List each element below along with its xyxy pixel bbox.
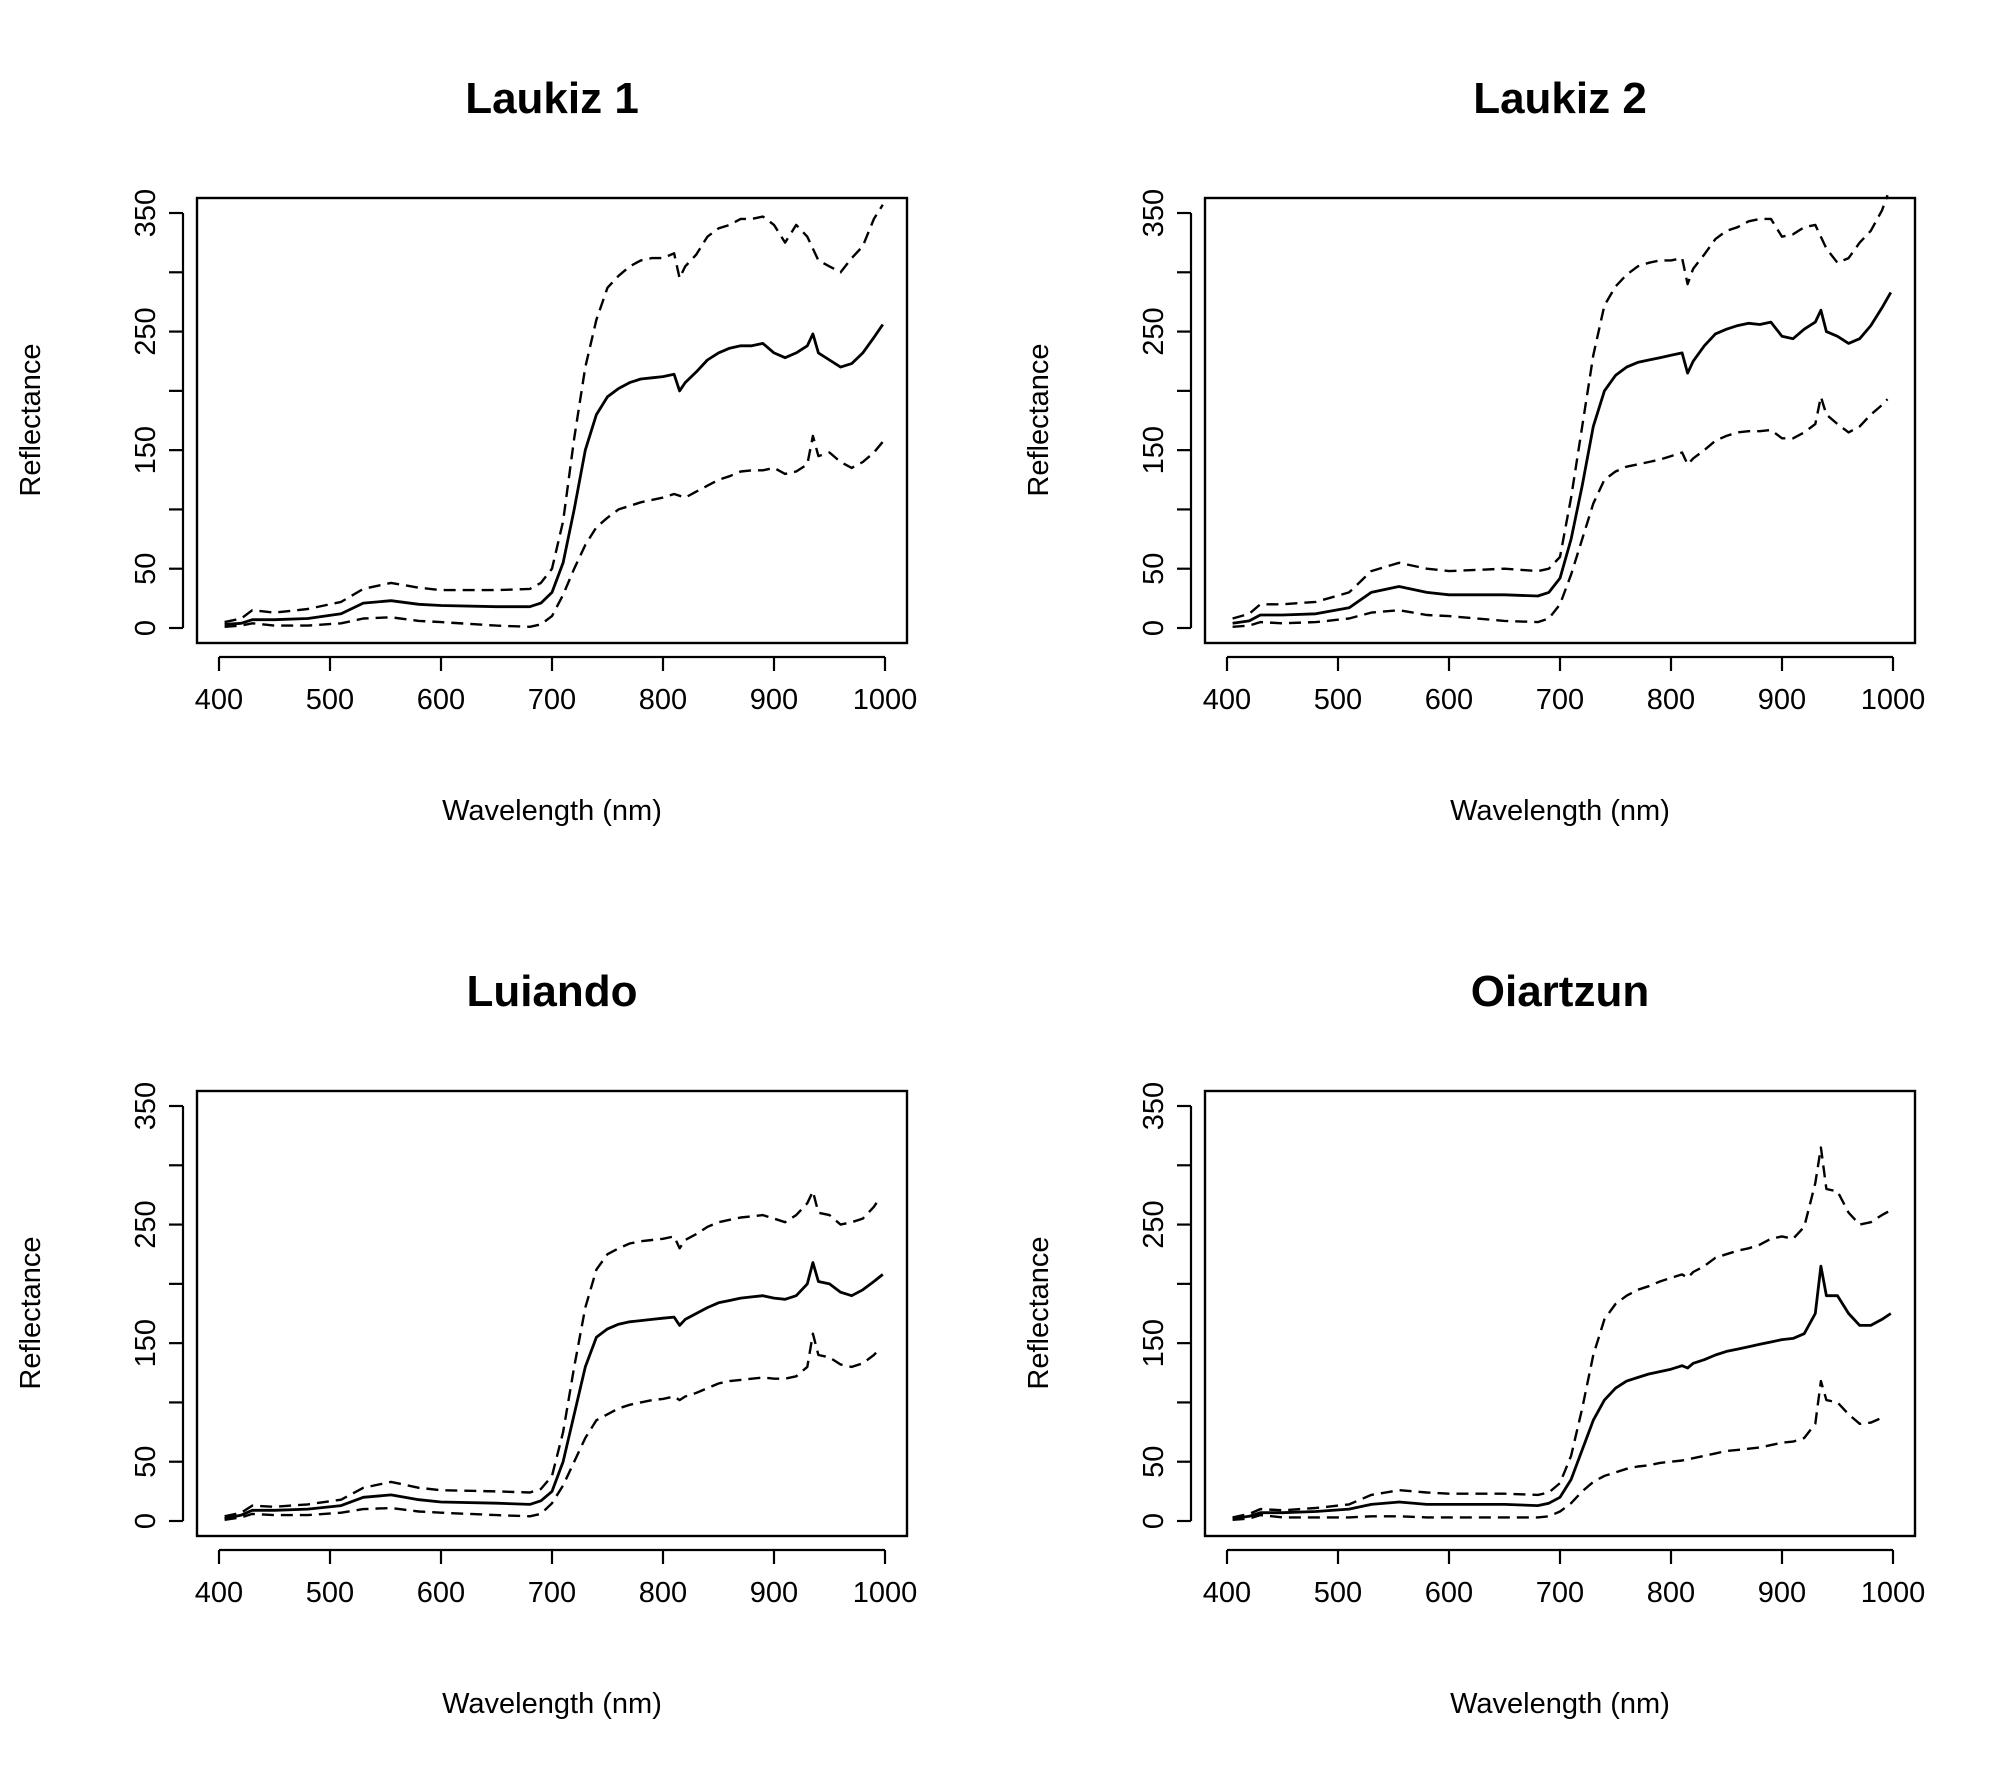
plot-frame [195, 1089, 909, 1538]
plot-area: 400 500 600 700 800 900 1000 0 50 150 250 350 [130, 1082, 917, 1609]
x-tick-label: 600 [1425, 684, 1473, 716]
y-tick-label: 0 [130, 1513, 162, 1529]
x-tick-label: 600 [417, 1577, 465, 1609]
x-tick-label: 900 [1758, 1577, 1806, 1609]
x-tick-label: 400 [195, 684, 243, 716]
x-tick-label: 900 [1758, 684, 1806, 716]
plot-frame [1203, 196, 1917, 645]
plot-area: 400 500 600 700 800 900 1000 0 50 150 250 350 [1138, 1082, 1925, 1609]
y-tick-label: 50 [1138, 553, 1170, 585]
x-tick-label: 500 [306, 684, 354, 716]
x-tick-label: 400 [195, 1577, 243, 1609]
chart-title: Laukiz 1 [465, 74, 639, 123]
y-tick-label: 50 [130, 553, 162, 585]
y-tick-label: 150 [130, 1319, 162, 1367]
x-tick-label: 600 [1425, 1577, 1473, 1609]
y-axis-label: Reflectance [15, 1236, 47, 1389]
plot-area: 400 500 600 700 800 900 1000 0 50 150 250 350 [130, 189, 917, 716]
y-axis-label: Reflectance [15, 343, 47, 496]
x-tick-label: 400 [1203, 1577, 1251, 1609]
x-tick-label: 500 [1314, 1577, 1362, 1609]
series-line-dashed [224, 1190, 881, 1518]
y-tick-label: 150 [1138, 1319, 1170, 1367]
y-tick-label: 150 [1138, 426, 1170, 474]
y-tick-label: 350 [1138, 189, 1170, 237]
plot-area: 400 500 600 700 800 900 1000 0 50 150 250 350 [1138, 189, 1925, 716]
panel-laukiz-1: Laukiz 1 400 500 600 700 800 900 1000 0 50 150 250… [15, 74, 917, 827]
x-tick-label: 600 [417, 684, 465, 716]
x-tick-label: 400 [1203, 684, 1251, 716]
series-line-dashed [224, 434, 884, 628]
panel-luiando: Luiando 400 500 600 700 800 900 1000 0 50 150 250 3… [15, 967, 917, 1720]
x-tick-label: 1000 [1861, 1577, 1926, 1609]
x-axis-label: Wavelength (nm) [442, 795, 662, 827]
series-line-solid [224, 1261, 884, 1520]
series-line-dashed [1232, 395, 1889, 628]
y-tick-label: 50 [1138, 1446, 1170, 1478]
y-tick-label: 0 [130, 620, 162, 636]
series-line-dashed [1232, 194, 1889, 620]
y-tick-label: 0 [1138, 620, 1170, 636]
x-tick-label: 700 [1536, 684, 1584, 716]
y-axis-label: Reflectance [1023, 343, 1055, 496]
chart-title: Laukiz 2 [1473, 74, 1647, 123]
y-tick-label: 250 [1138, 307, 1170, 355]
y-tick-label: 350 [130, 189, 162, 237]
x-tick-label: 1000 [853, 684, 918, 716]
y-tick-label: 250 [130, 1200, 162, 1248]
series-line-solid [1232, 291, 1893, 625]
series-line-dashed [1232, 1379, 1883, 1521]
series-line-dashed [224, 204, 884, 624]
x-tick-label: 700 [528, 1577, 576, 1609]
x-tick-label: 500 [1314, 684, 1362, 716]
series-line-dashed [224, 1332, 881, 1521]
x-tick-label: 800 [639, 684, 687, 716]
y-tick-label: 250 [130, 307, 162, 355]
x-tick-label: 900 [750, 684, 798, 716]
x-tick-label: 800 [1647, 1577, 1695, 1609]
x-tick-label: 700 [528, 684, 576, 716]
y-axis-label: Reflectance [1023, 1236, 1055, 1389]
x-tick-label: 1000 [853, 1577, 918, 1609]
y-tick-label: 50 [130, 1446, 162, 1478]
x-tick-label: 800 [1647, 684, 1695, 716]
x-tick-label: 800 [639, 1577, 687, 1609]
x-tick-label: 900 [750, 1577, 798, 1609]
x-tick-label: 700 [1536, 1577, 1584, 1609]
x-tick-label: 1000 [1861, 684, 1926, 716]
chart-title: Oiartzun [1471, 967, 1649, 1016]
y-tick-label: 150 [130, 426, 162, 474]
x-axis-label: Wavelength (nm) [1450, 1688, 1670, 1720]
panel-laukiz-2: Laukiz 2 400 500 600 700 800 900 1000 0 50 150 250… [1023, 74, 1925, 827]
y-tick-label: 350 [130, 1082, 162, 1130]
x-axis-label: Wavelength (nm) [442, 1688, 662, 1720]
plot-frame [195, 196, 909, 645]
y-tick-label: 250 [1138, 1200, 1170, 1248]
panel-oiartzun: Oiartzun 400 500 600 700 800 900 1000 0 50 150 250… [1023, 967, 1925, 1720]
plot-frame [1203, 1089, 1917, 1538]
y-tick-label: 0 [1138, 1513, 1170, 1529]
series-line-solid [224, 323, 884, 626]
x-axis-label: Wavelength (nm) [1450, 795, 1670, 827]
series-line-solid [1232, 1264, 1892, 1520]
y-tick-label: 350 [1138, 1082, 1170, 1130]
chart-title: Luiando [466, 967, 637, 1016]
series-line-dashed [1232, 1146, 1892, 1519]
x-tick-label: 500 [306, 1577, 354, 1609]
